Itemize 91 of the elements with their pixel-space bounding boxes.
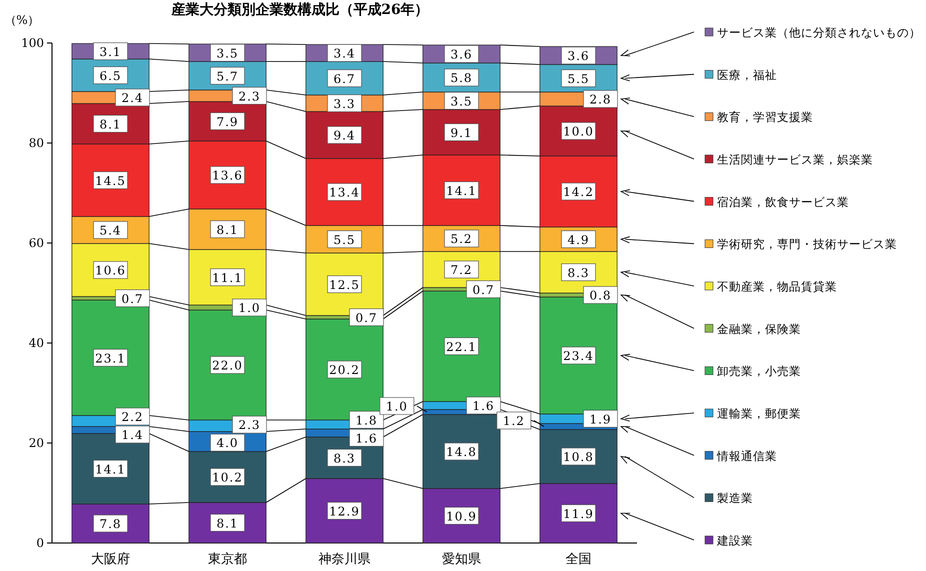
data-label: 3.4 — [333, 46, 356, 60]
legend-label: 建設業 — [716, 534, 753, 548]
x-tick-label: 東京都 — [208, 552, 247, 567]
data-label: 0.7 — [472, 282, 495, 297]
data-label: 22.1 — [446, 340, 477, 354]
legend-label: 生活関連サービス業，娯楽業 — [717, 152, 873, 166]
data-label: 2.4 — [121, 91, 144, 105]
y-tick-label: 20 — [28, 436, 44, 450]
data-label: 0.7 — [355, 310, 378, 325]
y-tick-label: 40 — [28, 336, 44, 350]
legend-label: 医療，福祉 — [717, 68, 777, 82]
data-label: 8.1 — [216, 516, 239, 530]
data-label: 10.0 — [563, 124, 594, 138]
legend-label: 卸売業，小売業 — [717, 364, 801, 378]
data-label: 0.7 — [121, 292, 144, 306]
data-label: 1.0 — [386, 400, 408, 414]
data-label: 22.0 — [212, 358, 243, 372]
data-label: 14.2 — [563, 185, 594, 199]
data-label: 3.5 — [216, 46, 239, 60]
y-tick-label: 80 — [28, 136, 44, 150]
x-tick-label: 大阪府 — [91, 551, 130, 567]
data-label: 1.6 — [472, 399, 495, 413]
data-label: 10.9 — [446, 509, 477, 524]
data-label: 20.2 — [329, 363, 360, 377]
data-label: 2.3 — [238, 89, 261, 104]
data-label: 8.1 — [216, 222, 239, 237]
data-label: 10.6 — [95, 264, 126, 278]
data-label: 8.1 — [99, 117, 122, 132]
data-label: 23.1 — [95, 351, 126, 366]
legend-label: 学術研究，専門・技術サービス業 — [717, 237, 897, 252]
y-tick-label: 60 — [28, 236, 44, 250]
data-label: 8.3 — [567, 266, 590, 280]
data-label: 5.5 — [333, 232, 356, 247]
data-label: 8.3 — [333, 451, 356, 466]
legend-label: 教育，学習支援業 — [717, 110, 813, 124]
data-label: 14.1 — [95, 462, 126, 476]
legend-label: サービス業（他に分類されないもの） — [717, 26, 921, 40]
data-label: 11.1 — [212, 270, 243, 285]
data-label: 2.2 — [121, 410, 144, 424]
legend-label: 金融業，保険業 — [717, 322, 801, 336]
data-label: 23.4 — [563, 349, 594, 363]
data-label: 13.6 — [212, 168, 243, 182]
data-label: 2.8 — [589, 92, 612, 106]
data-label: 13.4 — [329, 186, 360, 200]
data-label: 5.8 — [450, 71, 473, 85]
data-label: 14.1 — [446, 184, 477, 198]
data-label: 1.6 — [355, 431, 378, 446]
chart-title: 産業大分類別企業数構成比（平成26年） — [170, 1, 429, 18]
data-label: 7.9 — [216, 114, 239, 129]
data-label: 3.3 — [333, 96, 356, 111]
data-label: 6.5 — [99, 68, 122, 83]
data-label: 7.2 — [450, 263, 473, 277]
data-label: 4.0 — [216, 436, 239, 450]
data-label: 12.9 — [329, 504, 360, 518]
data-label: 10.2 — [212, 470, 243, 484]
y-tick-label: 0 — [36, 536, 44, 550]
data-label: 3.5 — [450, 94, 473, 108]
legend-label: 運輸業，郵便業 — [717, 406, 801, 420]
data-label: 5.5 — [567, 72, 590, 86]
legend-label: 不動産業，物品賃貸業 — [717, 280, 837, 294]
data-label: 1.4 — [121, 428, 144, 442]
data-label: 1.0 — [238, 301, 261, 315]
data-label: 11.9 — [563, 506, 594, 521]
data-label: 2.3 — [238, 418, 261, 432]
data-label: 4.9 — [567, 232, 590, 247]
data-label: 3.1 — [99, 44, 122, 59]
data-label: 3.6 — [567, 49, 590, 63]
x-tick-label: 愛知県 — [442, 552, 481, 567]
data-label: 1.9 — [589, 412, 612, 426]
legend-label: 情報通信業 — [716, 448, 777, 463]
data-label: 7.8 — [99, 517, 122, 531]
data-label: 3.6 — [450, 48, 473, 62]
legend-label: 製造業 — [717, 491, 753, 506]
data-label: 9.4 — [333, 128, 356, 142]
data-label: 0.8 — [589, 288, 612, 302]
data-label: 6.7 — [333, 72, 356, 86]
data-label: 5.4 — [99, 224, 122, 238]
y-tick-label: 100 — [21, 36, 44, 50]
x-tick-label: 神奈川県 — [318, 552, 370, 567]
data-label: 5.7 — [216, 69, 239, 84]
data-label: 9.1 — [450, 126, 473, 140]
y-axis-title: （%） — [4, 13, 40, 27]
legend-label: 宿泊業，飲食サービス業 — [717, 194, 849, 209]
data-label: 1.2 — [502, 414, 525, 428]
data-label: 12.5 — [329, 278, 360, 292]
x-tick-label: 全国 — [566, 552, 592, 567]
data-label: 10.8 — [563, 450, 594, 464]
data-label: 1.8 — [355, 413, 378, 428]
data-label: 14.5 — [95, 174, 126, 188]
data-label: 5.2 — [450, 232, 473, 246]
data-label: 14.8 — [446, 445, 477, 459]
